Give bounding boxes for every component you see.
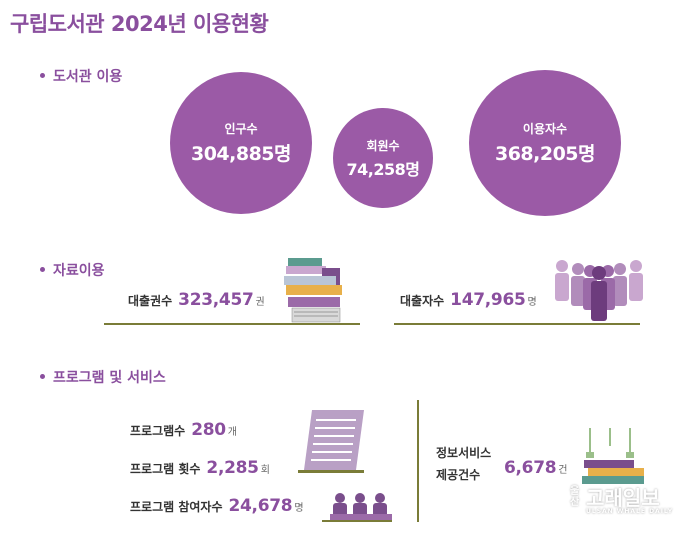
section-label: 프로그램 및 서비스 [53,370,166,386]
circle-members: 회원수 74,258명 [333,108,433,208]
stat-value: 24,678 [228,496,293,516]
stat-program-count: 프로그램수 280 개 [130,420,237,440]
circle-value: 74,258명 [346,159,420,179]
stat-loans: 대출권수 323,457 권 [128,290,265,310]
people-group-icon [555,260,643,321]
watermark-main: 고래일보 [586,486,660,510]
stat-value: 323,457 [178,290,254,310]
stat-unit: 권 [255,297,265,308]
stat-label: 프로그램 횟수 [130,462,201,476]
divider [417,400,419,522]
watermark-logo: 울산 고래일보 ULSAN WHALE DAILY [528,478,698,524]
stat-info-service-label: 정보서비스 제공건수 [436,442,491,486]
bullet-icon [40,72,45,78]
section-programs: 프로그램 및 서비스 [40,367,166,387]
stat-unit: 명 [294,503,304,514]
baseline [104,323,360,325]
stat-value: 280 [191,420,226,440]
books-stack-icon [284,258,342,323]
section-library-use: 도서관 이용 [40,66,122,86]
bullet-icon [40,266,45,272]
stat-program-sessions: 프로그램 횟수 2,285 회 [130,458,270,478]
stat-info-service: 6,678 건 [498,458,567,478]
stat-unit: 회 [260,465,270,476]
circle-label: 회원수 [366,138,400,153]
watermark-small: 울산 [570,486,580,508]
section-label: 자료이용 [53,263,105,279]
circle-population: 인구수 304,885명 [170,72,312,214]
document-icon [298,410,364,473]
stat-program-participants: 프로그램 참여자수 24,678 명 [130,496,304,516]
audience-icon [330,493,392,520]
whale-icon [528,482,568,522]
stat-unit: 건 [558,465,568,476]
page-title: 구립도서관 2024년 이용현황 [10,12,269,36]
stat-value: 147,965 [450,290,526,310]
section-material-use: 자료이용 [40,260,105,280]
circle-label: 인구수 [224,122,258,136]
books-icon [582,428,644,484]
circle-value: 368,205명 [494,143,596,165]
stat-label: 프로그램수 [130,424,186,438]
stat-unit: 개 [227,427,237,438]
watermark-sub: ULSAN WHALE DAILY [586,508,674,515]
stat-value: 2,285 [206,458,259,478]
baseline [322,520,392,522]
circle-users: 이용자수 368,205명 [469,70,621,216]
section-label: 도서관 이용 [53,69,123,85]
circle-value: 304,885명 [190,143,292,165]
stat-value: 6,678 [504,458,557,478]
stat-label: 대출권수 [128,294,173,308]
baseline [394,323,640,325]
stat-label: 제공건수 [436,468,481,482]
stat-borrowers: 대출자수 147,965 명 [400,290,537,310]
stat-label: 정보서비스 [436,446,492,460]
stat-label: 대출자수 [400,294,445,308]
bullet-icon [40,373,45,379]
stat-label: 프로그램 참여자수 [130,500,223,514]
circle-label: 이용자수 [522,122,568,136]
stat-unit: 명 [527,297,537,308]
